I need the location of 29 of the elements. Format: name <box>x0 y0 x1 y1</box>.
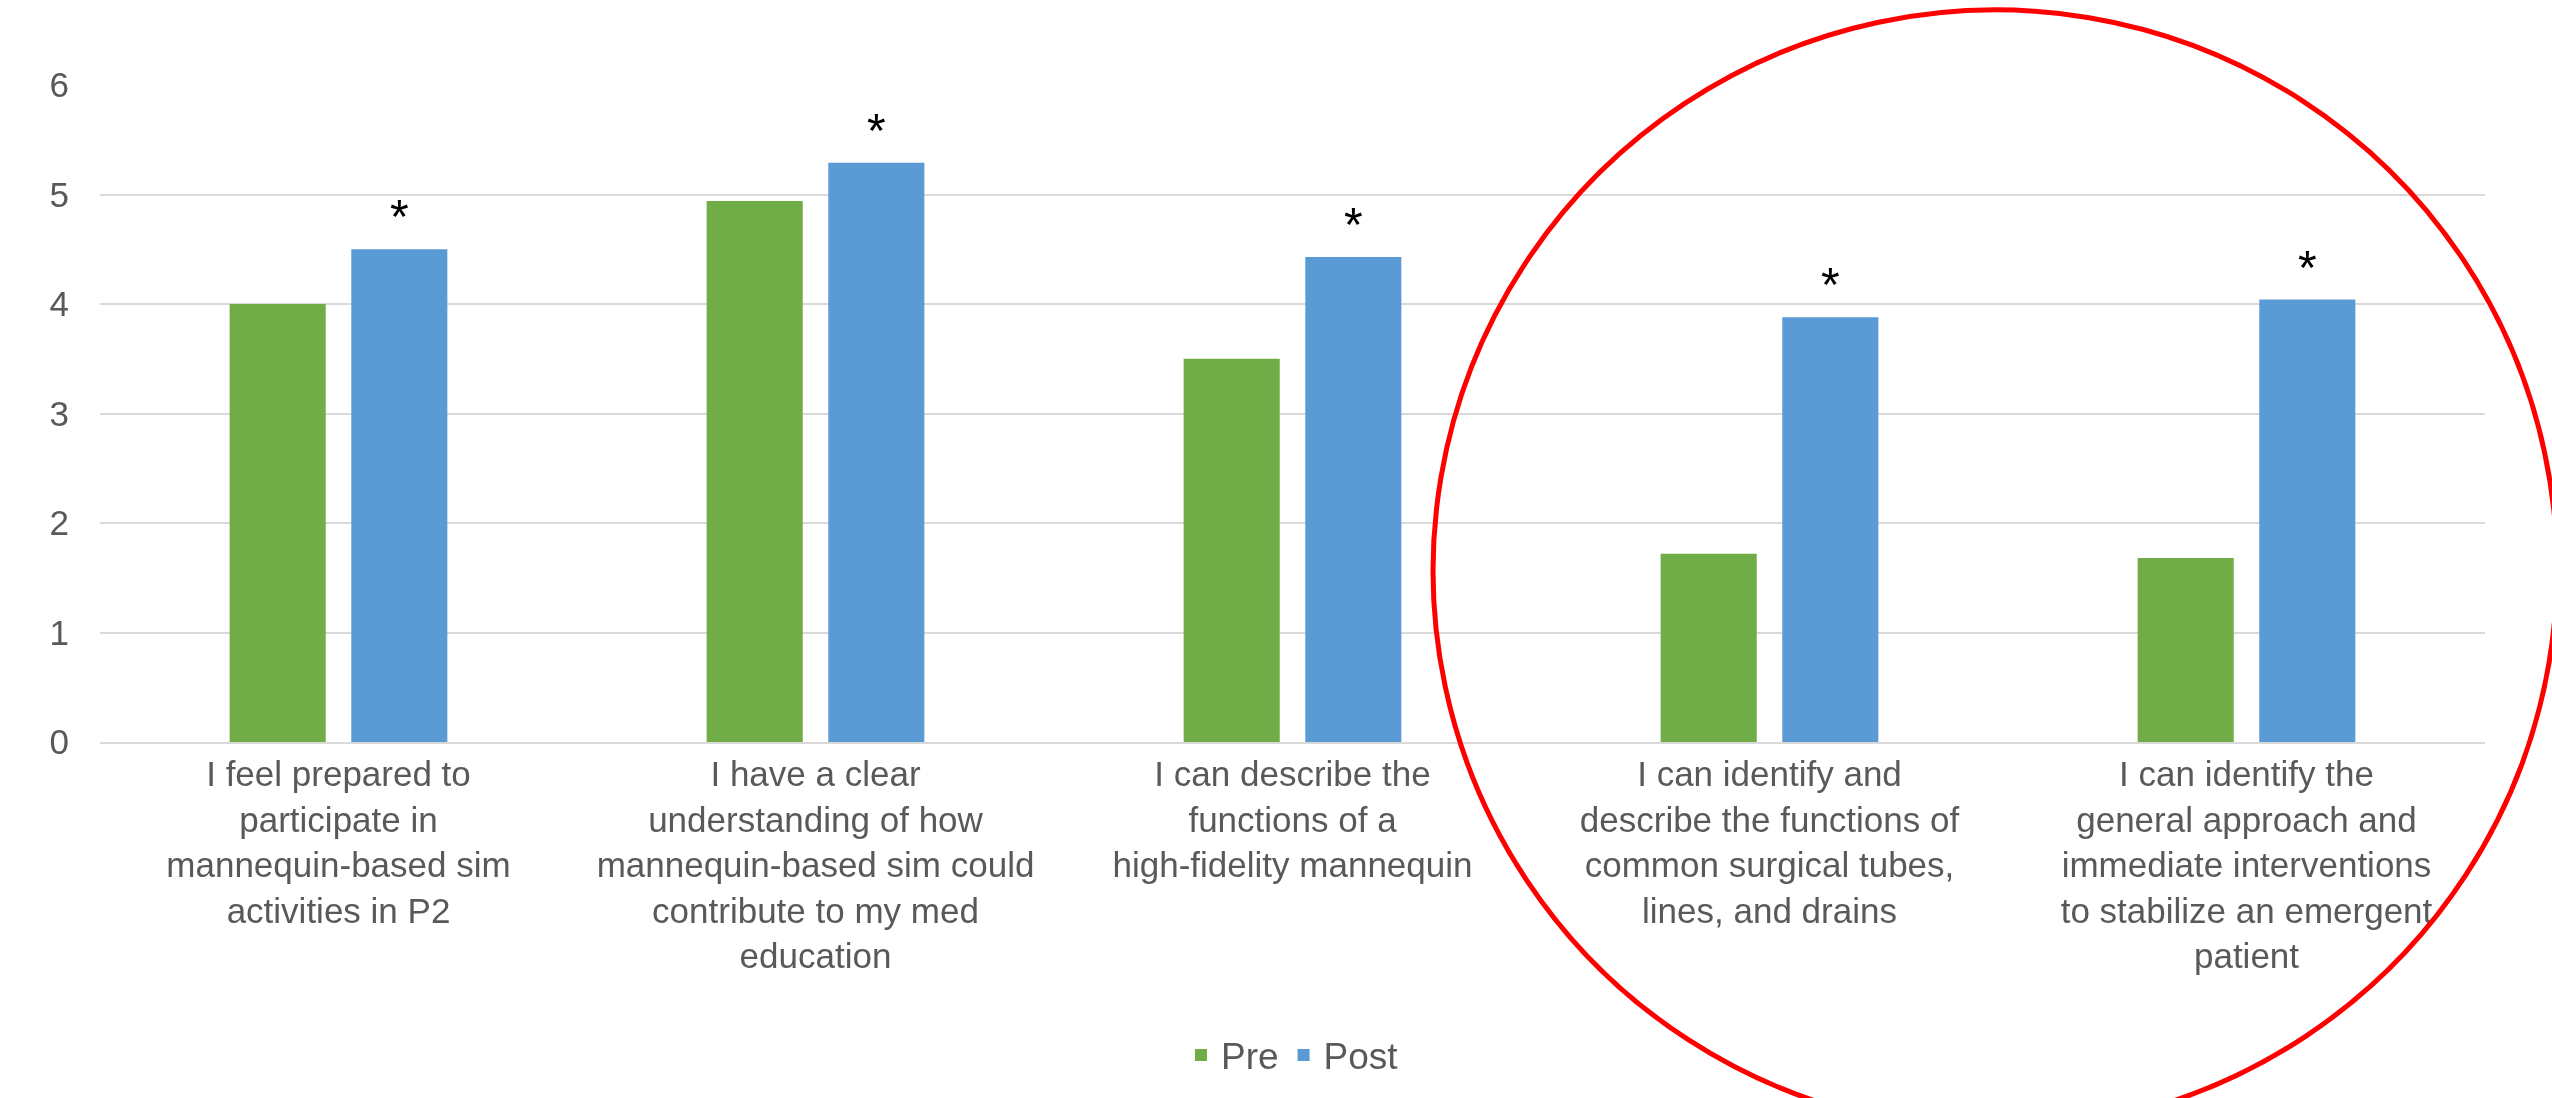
annotation: * <box>2298 241 2317 294</box>
bar <box>351 249 448 742</box>
y-tick-label: 1 <box>49 612 69 652</box>
x-tick-label: I can identify the general approach and immediate interventions to stabilize an emergent patient <box>2060 754 2433 975</box>
x-tick-label: I feel prepared to participate in mannequin-based sim activities in P2 <box>166 754 511 930</box>
bar <box>1183 358 1280 742</box>
y-tick-label: 3 <box>49 393 69 433</box>
bar <box>1305 256 1402 742</box>
annotation: * <box>390 190 409 243</box>
bar <box>828 162 925 742</box>
bar <box>229 304 326 742</box>
bar <box>706 201 803 742</box>
y-tick-label: 6 <box>49 65 69 105</box>
annotation: * <box>1344 198 1363 251</box>
bar <box>2259 299 2356 742</box>
y-tick-label: 2 <box>49 503 69 543</box>
legend-label: Post <box>1323 1036 1399 1078</box>
x-tick-label: I can describe the functions of a high-fidelity mannequin <box>1112 754 1473 884</box>
y-tick-label: 4 <box>49 284 69 324</box>
y-tick-label: 5 <box>49 174 69 214</box>
legend-label: Pre <box>1221 1036 1279 1078</box>
annotation: * <box>1821 258 1840 311</box>
x-tick-label: I can identify and describe the functions of common surgical tubes, lines, and drains <box>1579 754 1960 930</box>
annotation: * <box>867 104 886 157</box>
bar <box>1782 317 1879 742</box>
y-tick-label: 0 <box>49 722 69 762</box>
x-tick-label: I have a clear understanding of how mannequin-based sim could contribute to my med education <box>596 754 1035 975</box>
bar <box>2137 558 2234 742</box>
bar <box>1660 553 1757 742</box>
